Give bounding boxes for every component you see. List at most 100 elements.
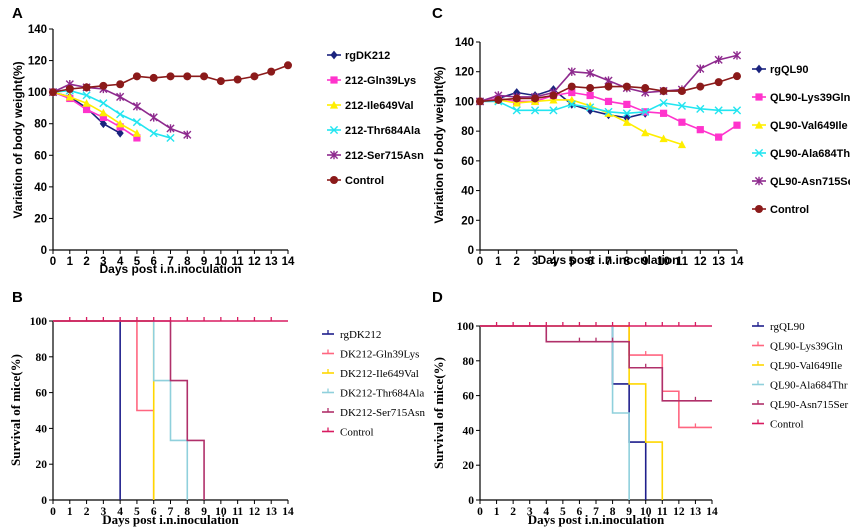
x-tick-label: 8: [624, 256, 631, 268]
data-point: [604, 97, 613, 106]
data-point: [49, 88, 57, 97]
data-point: [513, 88, 521, 97]
y-tick-label: 0: [41, 245, 47, 257]
data-point: [216, 77, 225, 86]
legend-item: QL90-Lys39Gln: [752, 341, 843, 353]
survival-line: [53, 320, 155, 500]
x-tick-label: 11: [676, 256, 689, 268]
x-tick-label: 10: [214, 256, 227, 268]
data-point: [659, 98, 668, 108]
data-point: [586, 84, 595, 93]
legend-item: DK212-Gln39Lys: [322, 349, 419, 361]
x-tick-label: 4: [543, 506, 549, 518]
x-tick-label: 13: [712, 256, 725, 268]
survival-line: [480, 325, 664, 500]
y-tick-label: 80: [463, 356, 475, 368]
y-tick-label: 40: [463, 425, 475, 437]
x-tick-label: 7: [167, 256, 173, 268]
data-point: [696, 64, 705, 73]
x-tick-label: 12: [673, 506, 685, 518]
series-QL90-Val649Ile: [475, 95, 687, 149]
y-tick-label: 60: [36, 388, 48, 400]
data-point: [677, 101, 687, 110]
y-tick-label: 0: [468, 495, 474, 507]
data-point: [183, 130, 192, 139]
x-tick-label: 3: [100, 256, 106, 268]
legend-label: 212-Gln39Lys: [345, 75, 416, 87]
x-tick-label: 2: [510, 506, 516, 518]
data-point: [696, 82, 705, 91]
data-point: [568, 88, 576, 97]
data-point: [132, 72, 141, 81]
data-point: [494, 95, 503, 104]
data-point: [696, 126, 704, 134]
legend-label: DK212-Ile649Val: [340, 368, 419, 380]
data-point: [623, 113, 631, 123]
legend-marker: [754, 176, 764, 186]
data-point: [133, 134, 141, 142]
data-point: [586, 103, 595, 112]
data-point: [733, 121, 741, 129]
y-tick-label: 100: [455, 96, 474, 108]
x-tick-label: 2: [84, 506, 90, 518]
data-point: [267, 67, 276, 76]
data-point: [512, 98, 521, 107]
series-line: [479, 99, 683, 146]
panel-label: A: [12, 5, 23, 22]
data-point: [549, 91, 558, 100]
legend-label: QL90-Ala684Thr: [770, 148, 850, 160]
legend-item: DK212-Thr684Ala: [322, 388, 424, 400]
legend-item: rgDK212: [327, 50, 390, 62]
x-tick-label: 7: [593, 506, 599, 518]
legend-label: rgQL90: [770, 64, 809, 76]
data-point: [586, 91, 594, 100]
data-point: [200, 72, 209, 81]
y-tick-label: 120: [28, 56, 47, 68]
data-point: [284, 61, 292, 70]
series-QL90-Asn715Ser: [480, 325, 712, 402]
series-QL90-Val649Ile: [480, 325, 664, 500]
x-tick-label: 8: [184, 256, 191, 268]
data-point: [623, 100, 631, 108]
data-point: [82, 83, 91, 92]
legend-item: rgDK212: [322, 329, 381, 341]
y-tick-label: 20: [34, 213, 47, 225]
x-tick-label: 1: [495, 256, 502, 268]
data-point: [567, 100, 576, 109]
x-tick-label: 0: [50, 506, 56, 518]
data-point: [622, 118, 631, 126]
data-point: [116, 92, 125, 102]
data-point: [641, 128, 650, 137]
y-tick-label: 100: [30, 316, 48, 328]
x-tick-label: 10: [640, 506, 652, 518]
data-point: [183, 72, 192, 81]
data-point: [641, 84, 650, 93]
data-point: [696, 104, 705, 113]
data-point: [116, 128, 124, 138]
legend-item: QL90-Lys39Gln: [752, 92, 850, 104]
data-point: [82, 105, 91, 114]
legend-label: Control: [340, 427, 374, 439]
legend-item: rgQL90: [752, 321, 805, 333]
data-point: [677, 140, 687, 149]
data-point: [567, 67, 576, 76]
data-point: [476, 97, 484, 106]
legend-item: 212-Ser715Asn: [327, 150, 424, 162]
x-axis-label: Days post i.n.inoculation: [99, 262, 241, 276]
panel-label: B: [12, 289, 23, 306]
data-point: [512, 106, 521, 115]
data-point: [149, 129, 158, 138]
legend-label: Control: [345, 175, 384, 187]
y-tick-label: 100: [28, 87, 47, 99]
legend-marker: [755, 64, 763, 74]
y-axis-label: Survival of mice(%): [8, 354, 23, 466]
survival-line: [480, 325, 712, 402]
survival-line: [480, 325, 630, 500]
data-point: [166, 72, 175, 81]
data-point: [65, 92, 74, 101]
legend-marker: [755, 205, 763, 213]
series-QL90-Ala684Thr: [480, 325, 630, 500]
x-tick-label: 11: [232, 506, 243, 518]
legend-item: 212-Ile649Val: [327, 100, 414, 112]
data-point: [659, 134, 668, 143]
